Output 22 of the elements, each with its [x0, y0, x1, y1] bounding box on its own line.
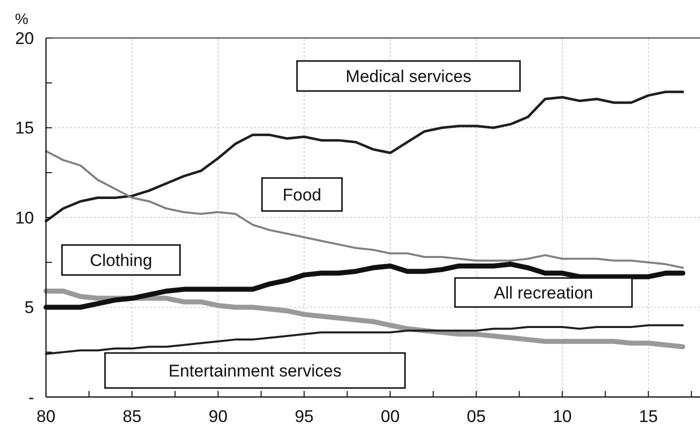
- line-series: [45, 324, 684, 355]
- series-label: All recreation: [494, 283, 594, 302]
- series-label: Entertainment services: [168, 361, 342, 380]
- series-label: Food: [282, 185, 322, 204]
- x-tick-label: 80: [36, 407, 56, 426]
- x-tick-label: 90: [208, 407, 228, 426]
- y-tick-label: 20: [15, 28, 34, 48]
- x-tick-label: 15: [638, 407, 658, 426]
- text: Medical services: [346, 66, 472, 86]
- y-tick-label: -: [28, 388, 34, 407]
- x-tick-label: 00: [380, 407, 400, 426]
- y-tick-label: 15: [15, 118, 34, 138]
- x-tick-label: 10: [552, 407, 572, 426]
- line-series: [45, 150, 684, 269]
- x-tick-label: 05: [466, 407, 486, 426]
- y-axis-title: %: [15, 11, 28, 28]
- line-series: [44, 90, 684, 222]
- y-tick-label: 10: [15, 208, 34, 228]
- x-tick-label: 85: [122, 407, 142, 426]
- series-label: Clothing: [90, 250, 152, 270]
- x-tick-label: 95: [294, 407, 314, 426]
- y-tick-label: 5: [24, 298, 34, 318]
